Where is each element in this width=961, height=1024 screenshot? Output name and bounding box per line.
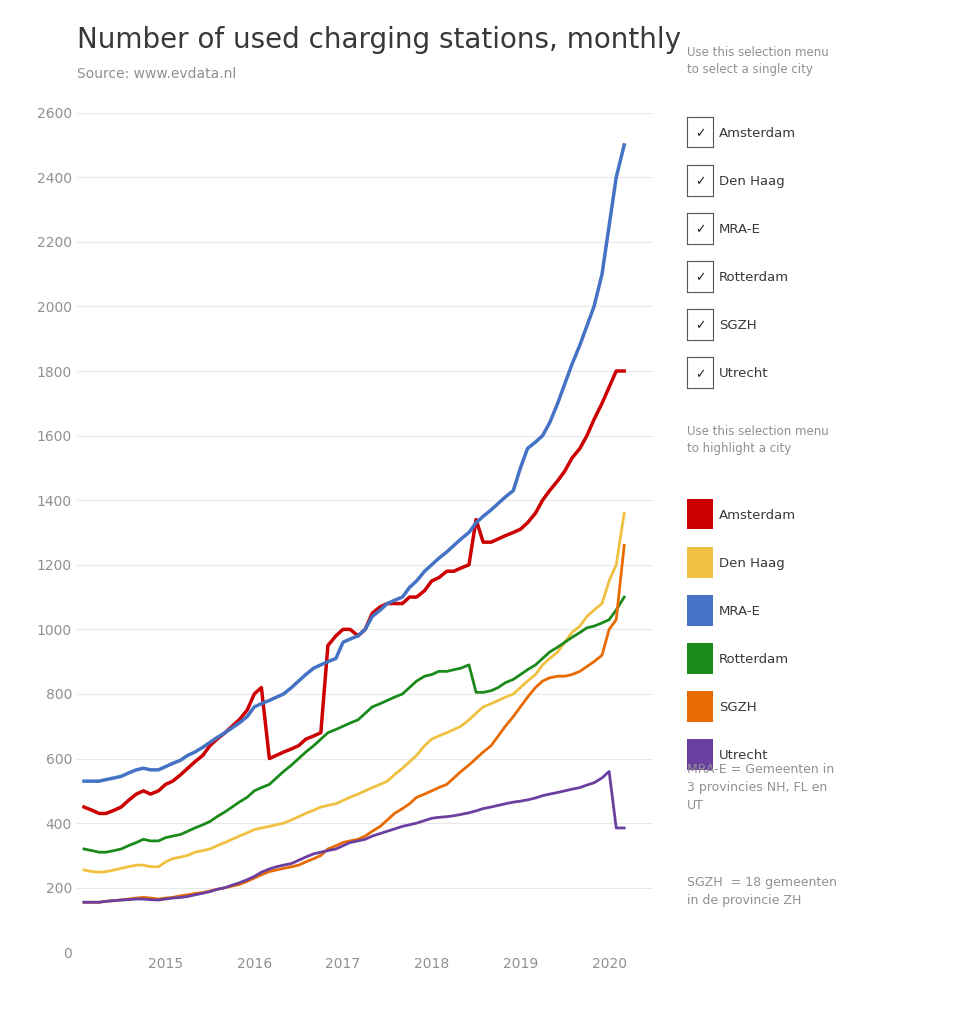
- Text: ✓: ✓: [695, 127, 705, 140]
- Text: SGZH: SGZH: [719, 319, 756, 332]
- Text: Use this selection menu
to highlight a city: Use this selection menu to highlight a c…: [687, 425, 829, 455]
- Text: MRA-E: MRA-E: [719, 605, 761, 617]
- Text: MRA-E = Gemeenten in
3 provincies NH, FL en
UT: MRA-E = Gemeenten in 3 provincies NH, FL…: [687, 763, 834, 812]
- Text: ✓: ✓: [695, 223, 705, 237]
- Text: Amsterdam: Amsterdam: [719, 509, 796, 521]
- Text: Use this selection menu
to select a single city: Use this selection menu to select a sing…: [687, 46, 829, 76]
- Text: Rotterdam: Rotterdam: [719, 271, 789, 284]
- Text: ✓: ✓: [695, 368, 705, 381]
- Text: Amsterdam: Amsterdam: [719, 127, 796, 139]
- Text: Den Haag: Den Haag: [719, 557, 784, 569]
- Text: Utrecht: Utrecht: [719, 368, 769, 380]
- Text: SGZH  = 18 gemeenten
in de provincie ZH: SGZH = 18 gemeenten in de provincie ZH: [687, 876, 837, 906]
- Text: Den Haag: Den Haag: [719, 175, 784, 187]
- Text: Rotterdam: Rotterdam: [719, 653, 789, 666]
- Text: ✓: ✓: [695, 319, 705, 333]
- Text: MRA-E: MRA-E: [719, 223, 761, 236]
- Text: Utrecht: Utrecht: [719, 750, 769, 762]
- Text: Source: www.evdata.nl: Source: www.evdata.nl: [77, 67, 236, 81]
- Text: ✓: ✓: [695, 175, 705, 188]
- Text: ✓: ✓: [695, 271, 705, 285]
- Text: Number of used charging stations, monthly: Number of used charging stations, monthl…: [77, 26, 681, 53]
- Text: SGZH: SGZH: [719, 701, 756, 714]
